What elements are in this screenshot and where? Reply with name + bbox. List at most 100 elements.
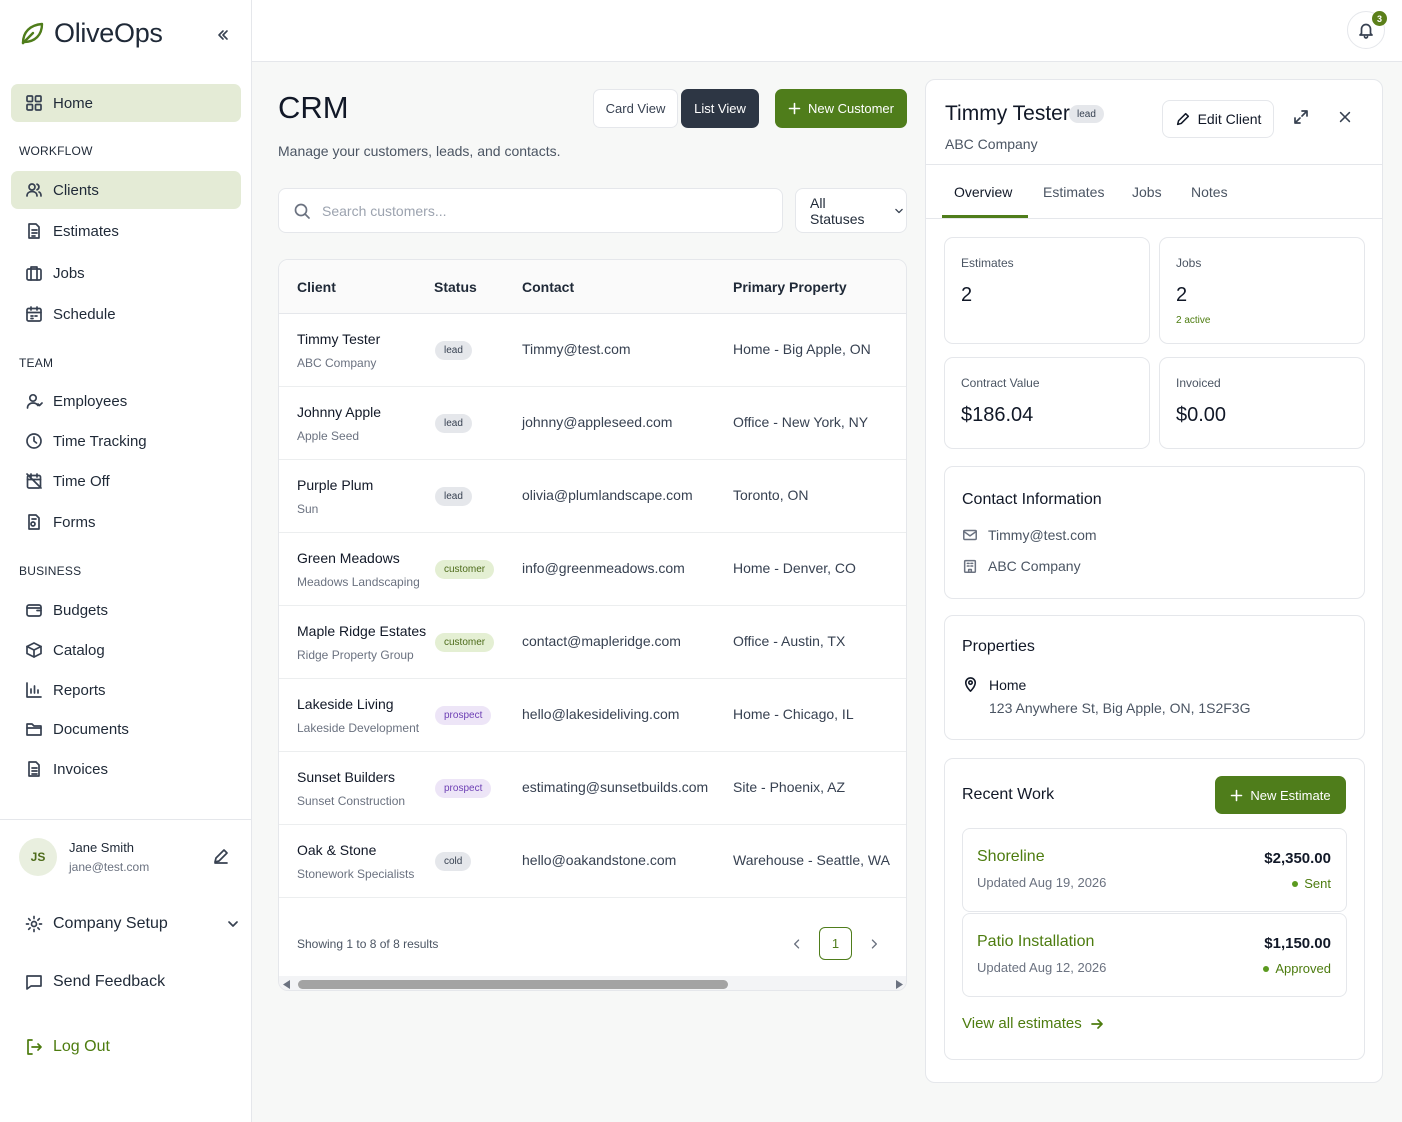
nav-time-off-label: Time Off (53, 472, 110, 490)
tab-overview[interactable]: Overview (954, 184, 1013, 200)
work-item[interactable]: Shoreline Updated Aug 19, 2026 $2,350.00… (962, 828, 1347, 912)
header-status[interactable]: Status (434, 279, 477, 295)
mail-icon (962, 527, 978, 543)
client-company: Lakeside Development (297, 721, 420, 735)
calendar-off-icon (25, 472, 43, 490)
nav-estimates[interactable]: Estimates (11, 212, 241, 250)
next-page-button[interactable] (864, 927, 884, 960)
table-row[interactable]: Lakeside Living Lakeside Development prosp… (279, 679, 906, 752)
property-row[interactable]: Home (962, 676, 1026, 693)
nav-reports[interactable]: Reports (11, 671, 241, 709)
nav-schedule[interactable]: Schedule (11, 295, 241, 333)
nav-time-tracking[interactable]: Time Tracking (11, 422, 241, 460)
edit-client-label: Edit Client (1197, 111, 1262, 127)
new-estimate-label: New Estimate (1250, 787, 1331, 803)
send-feedback-label: Send Feedback (53, 973, 166, 990)
send-feedback-button[interactable]: Send Feedback (25, 973, 165, 991)
new-customer-button[interactable]: New Customer (775, 89, 907, 128)
nav-catalog-label: Catalog (53, 641, 105, 659)
status-filter-select[interactable]: All Statuses (795, 188, 907, 233)
recent-work-title: Recent Work (962, 786, 1055, 803)
contact-email-row[interactable]: Timmy@test.com (962, 527, 1097, 543)
table-row[interactable]: Green Meadows Meadows Landscaping customer… (279, 533, 906, 606)
clock-icon (25, 432, 43, 450)
scroll-left-arrow-icon[interactable] (283, 980, 291, 989)
header-primary-property[interactable]: Primary Property (733, 279, 847, 295)
tab-estimates[interactable]: Estimates (1043, 184, 1105, 200)
olive-leaf-icon (18, 20, 46, 48)
work-item[interactable]: Patio Installation Updated Aug 12, 2026 … (962, 913, 1347, 997)
work-item-status: Sent (1292, 876, 1331, 891)
table-row[interactable]: Purple Plum Sun lead olivia@plumlandscape.c… (279, 460, 906, 533)
nav-employees-label: Employees (53, 392, 128, 410)
client-name: Purple Plum (297, 477, 374, 493)
tab-notes[interactable]: Notes (1191, 184, 1228, 200)
prev-page-button[interactable] (787, 927, 807, 960)
section-workflow: WORKFLOW (19, 144, 93, 158)
view-all-estimates-link[interactable]: View all estimates (962, 1015, 1104, 1032)
wallet-icon (25, 601, 43, 619)
table-row[interactable]: Johnny Apple Apple Seed lead johnny@applese… (279, 387, 906, 460)
search-input[interactable] (322, 202, 742, 219)
contact-company-row: ABC Company (962, 558, 1081, 574)
nav-clients[interactable]: Clients (11, 171, 241, 209)
work-item-status-label: Sent (1304, 876, 1331, 891)
nav-jobs[interactable]: Jobs (11, 254, 241, 292)
pencil-icon (1175, 111, 1191, 127)
stat-estimates: Estimates 2 (944, 237, 1150, 344)
nav-time-off[interactable]: Time Off (11, 462, 241, 500)
results-summary: Showing 1 to 8 of 8 results (297, 937, 439, 951)
edit-client-button[interactable]: Edit Client (1162, 100, 1274, 138)
client-primary-property: Home - Denver, CO (733, 560, 856, 576)
nav-employees[interactable]: Employees (11, 382, 241, 420)
message-icon (25, 973, 43, 991)
chevron-left-icon (790, 937, 804, 951)
card-view-button[interactable]: Card View (593, 89, 678, 128)
stat-estimates-value: 2 (961, 284, 973, 306)
client-contact: info@greenmeadows.com (522, 560, 685, 576)
nav-documents[interactable]: Documents (11, 710, 241, 748)
property-name: Home (989, 676, 1027, 693)
status-badge: cold (435, 852, 472, 871)
stat-jobs-label: Jobs (1176, 256, 1202, 270)
client-primary-property: Office - Austin, TX (733, 633, 846, 649)
table-row[interactable]: Maple Ridge Estates Ridge Property Group c… (279, 606, 906, 679)
new-estimate-button[interactable]: New Estimate (1215, 776, 1346, 814)
nav-estimates-label: Estimates (53, 222, 119, 240)
table-row[interactable]: Sunset Builders Sunset Construction prospe… (279, 752, 906, 825)
nav-catalog[interactable]: Catalog (11, 631, 241, 669)
chevron-right-icon (867, 937, 881, 951)
status-badge: prospect (435, 779, 492, 798)
nav-budgets[interactable]: Budgets (11, 591, 241, 629)
nav-forms[interactable]: Forms (11, 503, 241, 541)
properties-title: Properties (962, 638, 1035, 655)
company-setup-button[interactable]: Company Setup (25, 915, 242, 933)
box-icon (25, 641, 43, 659)
tab-jobs[interactable]: Jobs (1132, 184, 1162, 200)
work-item-amount: $2,350.00 (1264, 850, 1331, 867)
arrow-right-icon (1090, 1017, 1104, 1031)
nav-invoices[interactable]: Invoices (11, 750, 241, 788)
list-view-button[interactable]: List View (681, 89, 759, 128)
table-row[interactable]: Timmy Tester ABC Company lead Timmy@test.co… (279, 314, 906, 387)
client-company: Sunset Construction (297, 794, 406, 808)
header-client[interactable]: Client (297, 279, 336, 295)
expand-icon[interactable] (1292, 108, 1310, 126)
nav-documents-label: Documents (53, 720, 129, 738)
edit-profile-icon[interactable] (212, 847, 230, 865)
stat-invoiced-value: $0.00 (1176, 404, 1227, 426)
scrollbar-thumb[interactable] (298, 980, 728, 989)
header-contact[interactable]: Contact (522, 279, 575, 295)
stat-contract-label: Contract Value (961, 376, 1040, 390)
scroll-right-arrow-icon[interactable] (895, 980, 903, 989)
nav-home[interactable]: Home (11, 84, 241, 122)
status-badge: prospect (435, 706, 492, 725)
close-icon[interactable] (1337, 109, 1353, 125)
collapse-sidebar-icon[interactable] (212, 24, 234, 46)
avatar: JS (19, 838, 57, 876)
log-out-button[interactable]: Log Out (25, 1038, 110, 1056)
page-1-button[interactable]: 1 (819, 927, 852, 960)
client-primary-property: Home - Big Apple, ON (733, 341, 871, 357)
table-header: Client Status Contact Primary Property (279, 260, 906, 314)
table-row[interactable]: Oak & Stone Stonework Specialists cold hell… (279, 825, 906, 898)
